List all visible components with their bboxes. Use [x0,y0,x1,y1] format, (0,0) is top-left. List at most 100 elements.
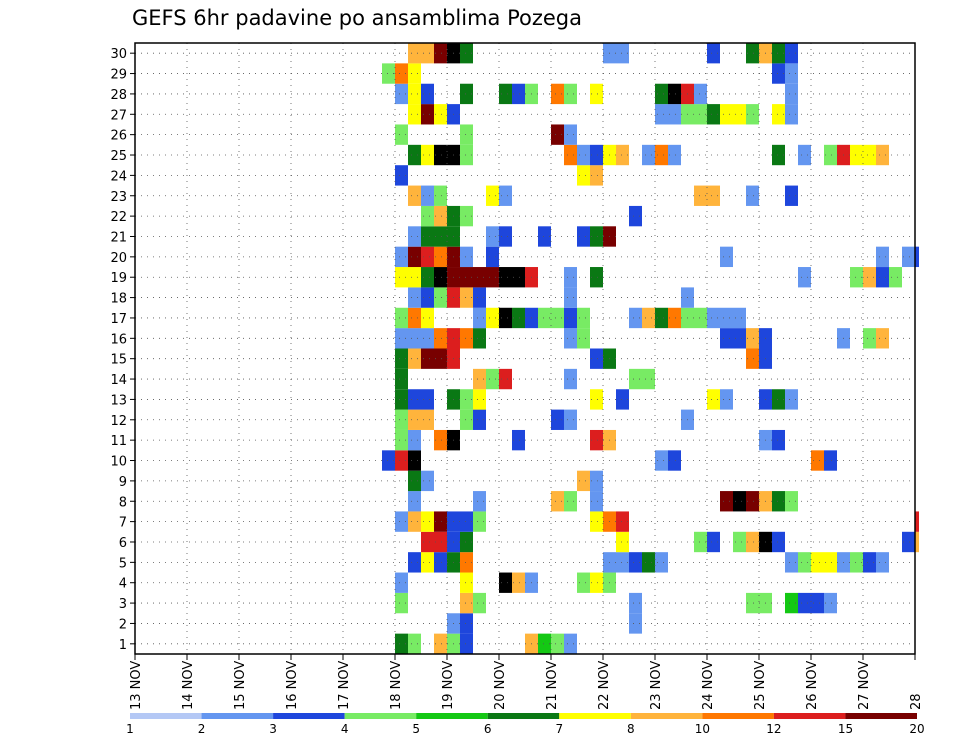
heatmap-cell [395,572,408,593]
heatmap-cell [395,348,408,369]
heatmap-cell [798,592,811,614]
heatmap-cell [863,267,876,288]
legend-boundary-label: 7 [555,722,563,736]
y-tick-label: 21 [110,230,127,245]
heatmap-cell [785,389,798,410]
y-tick-label: 17 [110,312,127,327]
y-tick-label: 3 [119,597,127,612]
heatmap-cell [486,267,499,288]
heatmap-cell [551,83,564,105]
heatmap-cell [772,63,785,84]
heatmap-cell [746,592,759,614]
heatmap-cell [720,307,733,329]
legend-color-segment [630,713,703,719]
heatmap-cell [655,104,668,125]
heatmap-cell [668,450,681,471]
heatmap-cell [460,511,473,532]
heatmap-cell [629,592,642,614]
heatmap-cell [551,491,564,512]
heatmap-cell [733,328,746,349]
plot-frame [134,42,916,655]
heatmap-cell [798,267,811,288]
heatmap-cell [668,144,681,166]
heatmap-cell [694,531,707,553]
x-tick-label: 16 NOV [285,661,300,710]
heatmap-cell [798,144,811,166]
heatmap-cell [772,389,785,410]
heatmap-cell [551,409,564,430]
heatmap-cell [824,450,837,471]
heatmap-cell [772,491,785,512]
heatmap-cell [421,552,434,573]
heatmap-cell [408,511,421,532]
legend-boundary-label: 4 [341,722,349,736]
heatmap-cell [655,552,668,573]
y-tick-label: 24 [110,169,127,184]
heatmap-cell [421,287,434,308]
y-tick-label: 14 [110,373,127,388]
heatmap-cell [512,429,525,451]
heatmap-cell [655,144,668,166]
heatmap-cell [564,287,577,308]
x-tick-label: 20 NOV [493,661,508,710]
heatmap-cell [460,613,473,634]
x-tick-label: 21 NOV [545,661,560,710]
y-tick-label: 11 [110,434,127,449]
heatmap-cell [850,267,863,288]
heatmap-cell [499,83,512,105]
y-tick-label: 22 [110,210,127,225]
heatmap-cell [395,328,408,349]
heatmap-cell [434,205,447,227]
heatmap-cell [772,43,785,64]
heatmap-cell [642,144,655,166]
heatmap-cell [395,389,408,410]
heatmap-cell [499,368,512,390]
heatmap-cell [876,552,889,573]
heatmap-cell [538,307,551,329]
heatmap-cell [434,104,447,125]
y-tick-label: 6 [119,536,127,551]
heatmap-cell [460,267,473,288]
heatmap-cell [720,389,733,410]
heatmap-cell [850,552,863,573]
heatmap-cell [408,328,421,349]
y-tick-label: 25 [110,149,127,164]
heatmap-cell [694,307,707,329]
heatmap-cell [798,552,811,573]
x-tick-label: 15 NOV [233,661,248,710]
heatmap-cells [382,43,919,654]
heatmap-cell [577,307,590,329]
heatmap-cell [616,511,629,532]
heatmap-cell [460,43,473,64]
heatmap-cell [694,104,707,125]
y-tick-label: 20 [110,251,127,266]
heatmap-cell [616,389,629,410]
x-tick-label: 13 NOV [129,661,144,710]
x-tick-label: 27 NOV [857,661,872,710]
heatmap-cell [538,226,551,247]
heatmap-cell [590,511,603,532]
heatmap-cell [564,368,577,390]
heatmap-cell [408,633,421,654]
heatmap-cell [421,470,434,492]
heatmap-cell [577,226,590,247]
heatmap-cell [460,572,473,593]
heatmap-cell [564,124,577,145]
heatmap-cell [629,613,642,634]
heatmap-cell [551,633,564,654]
y-tick-label: 7 [119,516,127,531]
heatmap-cell [434,511,447,532]
heatmap-cell [746,491,759,512]
heatmap-cell [460,124,473,145]
heatmap-cell [421,43,434,64]
heatmap-cell [486,185,499,206]
heatmap-cell [395,450,408,471]
x-tick-label: 19 NOV [441,661,456,710]
heatmap-cell [382,450,395,471]
heatmap-cell [915,531,919,553]
heatmap-cell [564,267,577,288]
x-tick-label: 25 NOV [753,661,768,710]
heatmap-cell [473,491,486,512]
heatmap-cell [460,144,473,166]
